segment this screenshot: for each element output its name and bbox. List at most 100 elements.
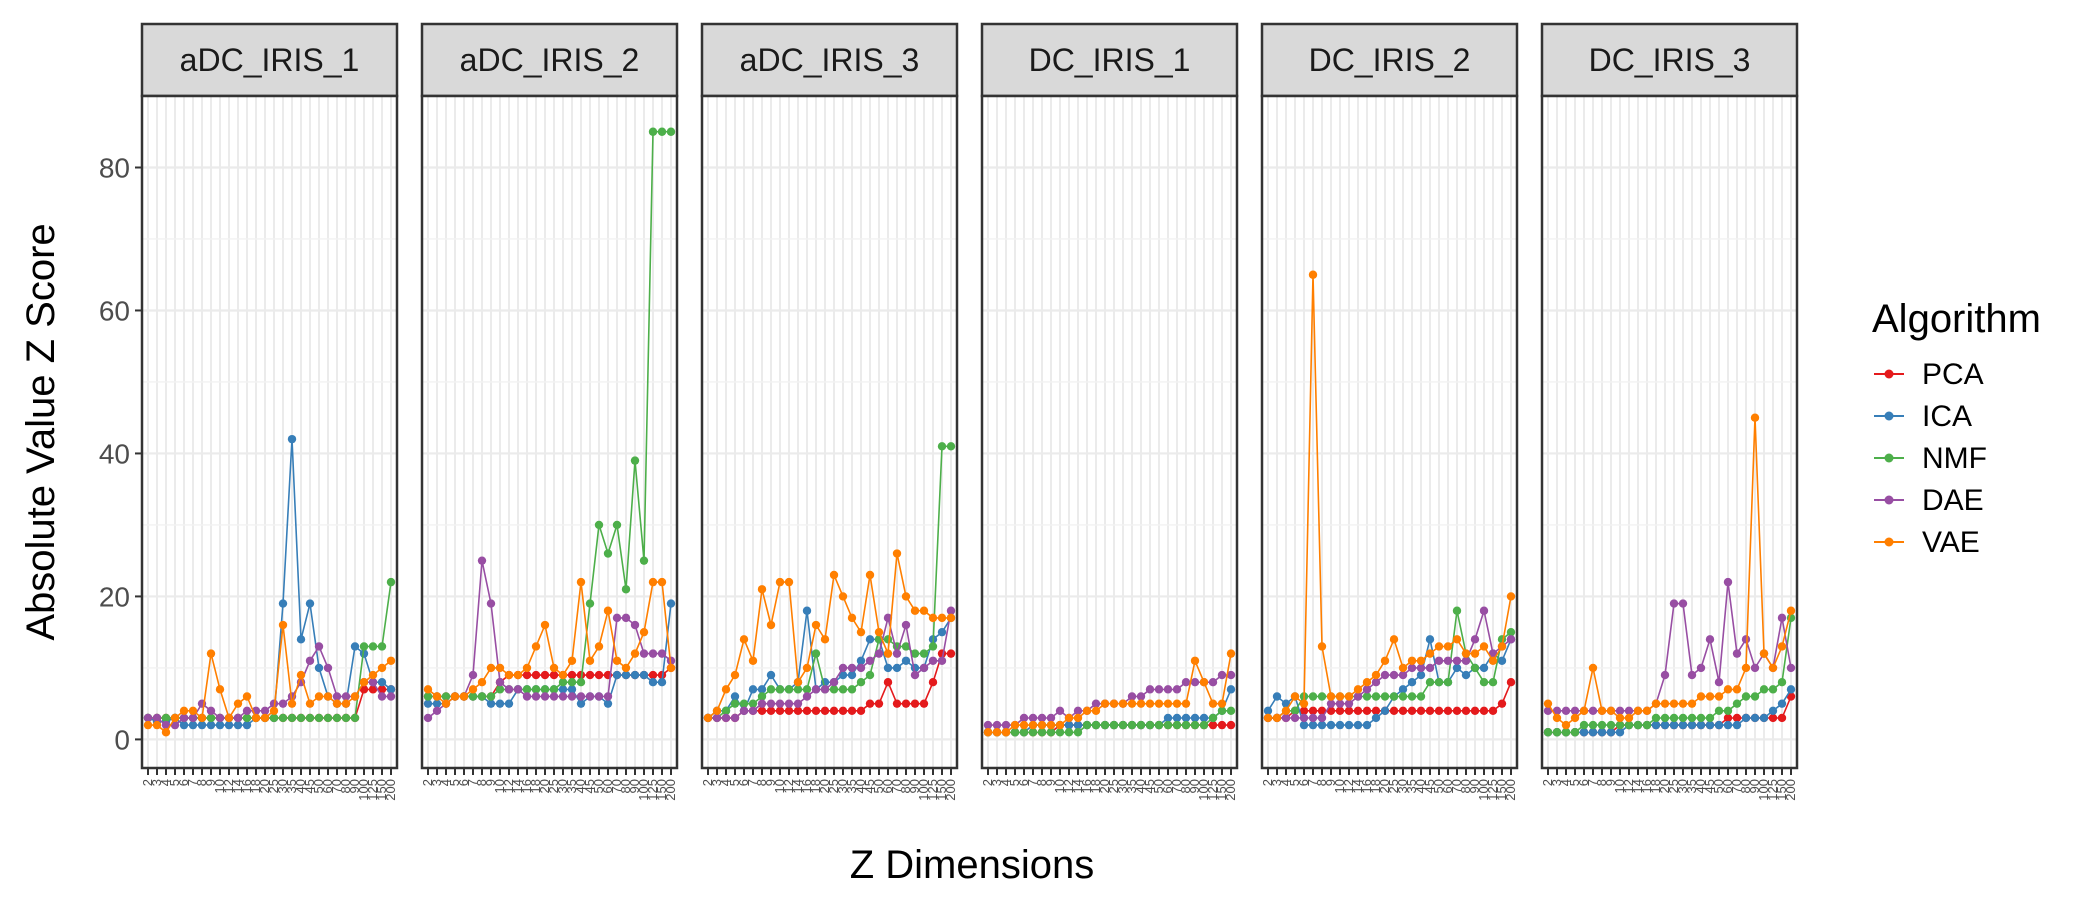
data-point [1615,728,1625,737]
data-point [549,663,559,673]
data-point [314,692,324,701]
data-point [1398,685,1408,694]
data-point [1353,706,1363,716]
x-tick-label: 12 [781,779,796,793]
data-point [775,699,785,708]
data-point [1479,706,1489,716]
x-tick-label: 7 [745,779,760,786]
x-tick-label: 16 [1639,779,1654,793]
data-point [639,649,649,658]
data-point [910,606,920,615]
data-point [1190,656,1200,665]
x-tick-label: 18 [1648,779,1663,793]
data-point [630,670,640,680]
data-point [1434,706,1444,716]
x-tick-label: 12 [221,779,236,793]
data-point [802,663,812,673]
data-point [856,706,866,716]
data-point [1371,670,1381,680]
data-point [206,649,216,658]
data-point [1479,663,1489,673]
data-point [1777,613,1787,623]
data-point [829,706,839,716]
series-DAE [143,642,396,730]
data-point [522,685,532,694]
x-tick-label: 10 [772,779,787,793]
data-point [1786,606,1796,615]
data-point [1226,685,1236,694]
data-point [757,692,767,701]
data-point [269,706,279,716]
data-point [603,606,613,615]
data-point [188,713,198,723]
data-point [1461,706,1471,716]
data-point [1741,663,1751,673]
x-tick-label: 90 [1747,779,1762,793]
data-point [1561,706,1571,716]
series-line [427,581,672,705]
data-point [161,728,171,737]
panel-aDC_IRIS_3: aDC_IRIS_3234567891012141618202530354045… [700,22,959,801]
data-point [576,692,586,701]
data-point [1091,706,1101,716]
data-point [1452,635,1462,644]
data-point [1136,692,1146,701]
data-point [1768,713,1778,723]
data-point [314,713,324,723]
data-point [856,656,866,665]
data-point [946,613,956,623]
y-axis: 0 20 40 60 80 [99,152,142,755]
data-point [1777,678,1787,687]
data-point [260,706,270,716]
data-point [1705,635,1715,644]
x-tick-label: 200 [1223,779,1238,801]
x-tick-label: 60 [320,779,335,793]
x-tick-label: 7 [1585,779,1600,786]
data-point [1696,720,1706,730]
data-point [251,713,261,723]
data-point [314,663,324,673]
data-point [928,642,938,651]
series-VAE [703,549,956,723]
x-tick-label: 9 [1323,779,1338,786]
data-point [1750,663,1760,673]
data-point [567,670,577,680]
data-point [739,706,749,716]
data-point [1506,592,1516,601]
data-point [1290,713,1300,723]
data-point [666,663,676,673]
x-tick-label: 3 [1269,779,1284,786]
data-point [1028,713,1038,723]
data-point [1687,713,1697,723]
data-point [423,699,433,708]
data-point [1642,720,1652,730]
x-tick-label: 5 [167,779,182,786]
x-tick-label: 200 [663,779,678,801]
x-tick-label: 35 [1124,779,1139,793]
x-tick-label: 70 [1169,779,1184,793]
data-point [1154,685,1164,694]
series-line [148,644,391,726]
data-point [242,706,252,716]
x-tick-label: 150 [1214,779,1229,801]
x-tick-label: 12 [1341,779,1356,793]
data-point [1488,706,1498,716]
legend-item-ICA: ICA [1874,400,1972,433]
x-tick-label: 45 [862,779,877,793]
data-point [919,663,929,673]
x-tick-label: 20 [817,779,832,793]
data-point [567,656,577,665]
data-point [983,720,993,730]
data-point [1434,656,1444,665]
data-point [531,642,541,651]
data-point [287,713,297,723]
data-point [1461,670,1471,680]
x-tick-label: 3 [989,779,1004,786]
data-point [766,706,776,716]
panels: aDC_IRIS_1234567891012141618202530354045… [140,22,1799,801]
data-point [350,692,360,701]
data-point [1019,728,1029,737]
data-point [639,627,649,637]
data-point [594,670,604,680]
data-point [1714,678,1724,687]
